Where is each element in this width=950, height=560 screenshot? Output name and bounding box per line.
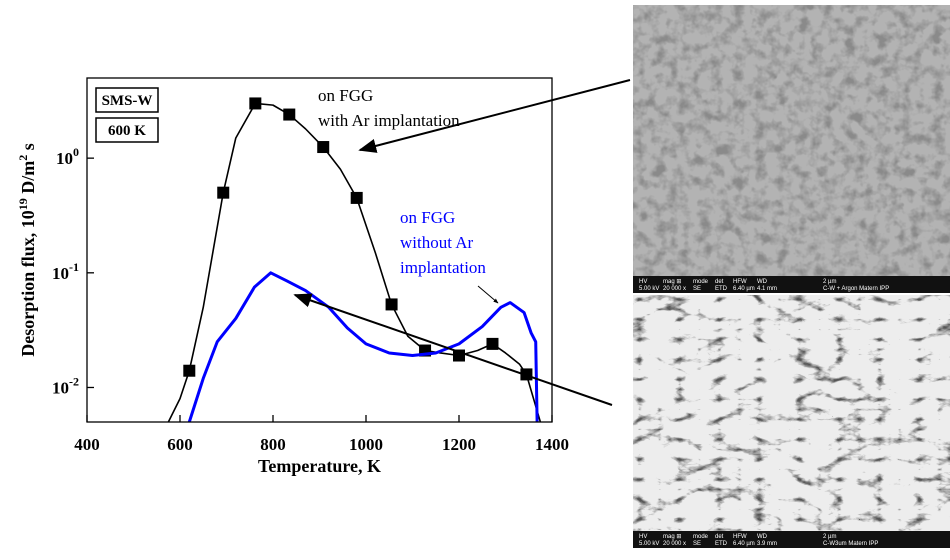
sem-info-text: 20 000 x — [663, 541, 686, 547]
annotation: on FGG — [318, 86, 373, 105]
sem-info-text: mag ⊞ — [663, 534, 681, 540]
data-marker — [249, 97, 262, 110]
sem-info-text: WD — [757, 534, 768, 540]
sem-info-text: 2 µm — [823, 279, 836, 285]
arrow — [358, 79, 631, 153]
sem-info-text: mode — [693, 534, 709, 540]
y-tick-base: 10 — [52, 378, 69, 397]
sem-info-text: 4.1 mm — [757, 286, 777, 292]
annotation: on FGG — [400, 208, 455, 227]
sem-info-text: SE — [693, 286, 701, 292]
arrow — [477, 285, 499, 304]
sem-info-text: 6.40 µm — [733, 286, 755, 292]
label-box — [95, 87, 159, 113]
x-tick-label: 600 — [167, 435, 193, 454]
sem-info-text: det — [715, 534, 724, 540]
y-axis-title-part: s — [18, 143, 38, 155]
sem-info-text: 5.00 kV — [639, 286, 659, 292]
data-marker — [217, 186, 230, 199]
annotation: with Ar implantation — [318, 111, 460, 130]
sem-info-text: 6.40 µm — [733, 541, 755, 547]
boxed-label: SMS-W — [102, 93, 153, 109]
boxed-label: 600 K — [108, 123, 146, 139]
y-axis-title-part: D/m — [18, 161, 38, 199]
y-tick-base: 10 — [56, 149, 73, 168]
sem-info-text: mag ⊞ — [663, 279, 681, 285]
y-tick-label: 10-1 — [52, 260, 79, 283]
data-marker — [385, 298, 398, 311]
label-box — [95, 117, 159, 143]
sem-info-text: det — [715, 279, 724, 285]
sem-image-top — [633, 5, 950, 293]
sem-info-text: HFW — [733, 534, 747, 540]
sem-image-bottom — [633, 295, 950, 548]
x-tick-label: 1200 — [442, 435, 476, 454]
x-axis-title: Temperature, K — [258, 456, 381, 476]
annotation: implantation — [400, 258, 486, 277]
x-tick-label: 1400 — [535, 435, 569, 454]
plot-frame — [86, 77, 553, 423]
y-axis-title: Desorption flux, 1019 D/m2 s — [16, 143, 38, 357]
sem-info-text: WD — [757, 279, 768, 285]
x-tick-label: 400 — [74, 435, 100, 454]
data-marker — [486, 337, 499, 350]
y-tick-label: 100 — [56, 145, 79, 168]
sem-info-text: mode — [693, 279, 709, 285]
sem-info-text: C-W + Argon Matern IPP — [823, 286, 889, 292]
y-tick-base: 10 — [52, 264, 69, 283]
sem-info-text: 20 000 x — [663, 286, 686, 292]
x-tick-label: 800 — [260, 435, 286, 454]
y-axis-title-part: 19 — [16, 198, 30, 210]
data-marker — [283, 108, 296, 121]
data-marker — [350, 191, 363, 204]
sem-info-text: 2 µm — [823, 534, 836, 540]
arrow — [293, 293, 613, 406]
sem-info-text: ETD — [715, 286, 728, 292]
sem-info-text: C-W3um Matern IPP — [823, 541, 878, 547]
sem-info-text: 5.00 kV — [639, 541, 659, 547]
sem-info-text: SE — [693, 541, 701, 547]
sem-info-text: HFW — [733, 279, 747, 285]
y-tick-exponent: -2 — [69, 374, 79, 388]
y-tick-label: 10-2 — [52, 374, 79, 397]
y-tick-exponent: -1 — [69, 260, 79, 274]
annotation: without Ar — [400, 233, 474, 252]
sem-info-text: HV — [639, 534, 647, 540]
sem-info-text: 3.9 mm — [757, 541, 777, 547]
data-marker — [317, 141, 330, 154]
y-axis-title-part: 2 — [16, 155, 30, 161]
data-line — [187, 271, 539, 422]
x-tick-label: 1000 — [349, 435, 383, 454]
sem-info-text: ETD — [715, 541, 728, 547]
y-tick-exponent: 0 — [73, 145, 79, 159]
data-marker — [183, 364, 196, 377]
y-axis-title-part: Desorption flux, 10 — [18, 210, 38, 357]
sem-info-text: HV — [639, 279, 647, 285]
